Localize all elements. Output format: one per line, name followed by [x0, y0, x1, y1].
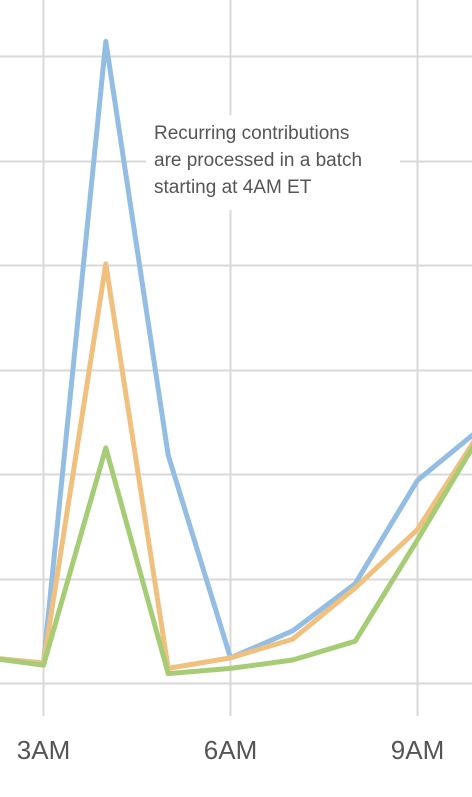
series-lines: [0, 38, 472, 677]
series-line-2: [0, 261, 472, 671]
x-tick-label: 3AM: [17, 735, 70, 765]
annotations: Recurring contributions are processed in …: [146, 115, 400, 210]
grid: [0, 0, 472, 716]
annotation-text-line: Recurring contributions: [154, 123, 349, 144]
x-tick-label: 9AM: [391, 735, 444, 765]
series-line-3: [0, 443, 472, 677]
x-tick-label: 6AM: [204, 735, 257, 765]
annotation: Recurring contributions are processed in …: [146, 115, 400, 210]
annotation-text-line: starting at 4AM ET: [154, 177, 312, 198]
annotation-background: [146, 115, 400, 210]
x-axis-ticks: 3AM 6AM 9AM: [17, 735, 444, 765]
annotation-text-line: are processed in a batch: [154, 150, 362, 171]
